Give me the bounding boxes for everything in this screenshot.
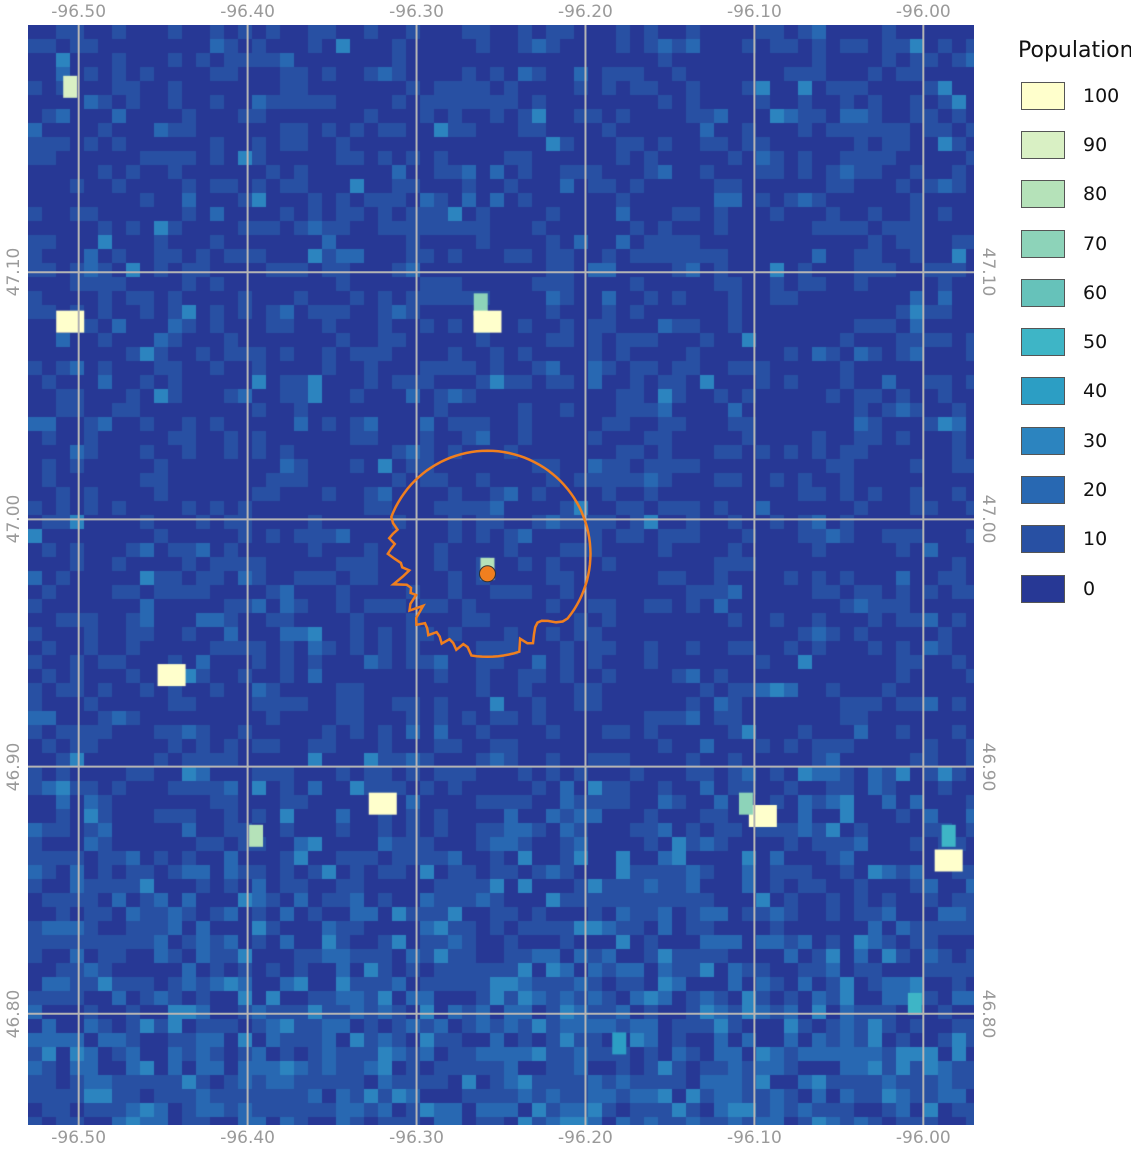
- legend-swatch: [1021, 81, 1065, 110]
- lon-tick-top: -96.30: [389, 2, 444, 22]
- legend-swatch: [1021, 377, 1065, 406]
- legend-item: 100: [1018, 71, 1131, 120]
- lat-tick-right: 47.10: [978, 247, 998, 297]
- legend-item: 20: [1018, 465, 1131, 514]
- legend-label: 50: [1083, 331, 1108, 354]
- legend-label: 0: [1083, 577, 1096, 600]
- lon-tick-bottom: -96.50: [51, 1128, 107, 1148]
- legend-label: 20: [1083, 479, 1108, 502]
- lon-tick-bottom: -96.00: [895, 1128, 951, 1148]
- lon-tick-top: -96.50: [51, 2, 107, 22]
- legend-item: 60: [1018, 268, 1131, 317]
- service-area-boundary: [386, 449, 592, 659]
- legend: Population 100 90 80 70 60 50 40 30 20 10 0: [1018, 38, 1131, 613]
- legend-item: 40: [1018, 367, 1131, 416]
- legend-items: 100 90 80 70 60 50 40 30 20 10 0: [1018, 71, 1131, 613]
- lon-tick-top: -96.10: [726, 2, 782, 22]
- lon-tick-bottom: -96.20: [558, 1128, 613, 1148]
- legend-label: 80: [1083, 183, 1108, 206]
- lon-tick-bottom: -96.40: [220, 1128, 275, 1148]
- lat-tick-right: 46.80: [978, 989, 998, 1039]
- legend-swatch: [1021, 525, 1065, 554]
- legend-title: Population: [1018, 38, 1131, 63]
- legend-swatch: [1021, 229, 1065, 258]
- legend-swatch: [1021, 328, 1065, 357]
- legend-item: 0: [1018, 564, 1131, 613]
- lon-tick-top: -96.20: [558, 2, 613, 22]
- legend-label: 40: [1083, 380, 1108, 403]
- graticule: [28, 25, 974, 1125]
- population-map[interactable]: [28, 25, 974, 1125]
- lat-tick-right: 47.00: [978, 495, 998, 544]
- population-raster: [28, 25, 974, 1125]
- lat-tick-left: 46.80: [4, 989, 24, 1039]
- legend-swatch: [1021, 130, 1065, 159]
- legend-label: 90: [1083, 133, 1108, 156]
- legend-item: 80: [1018, 170, 1131, 219]
- lon-tick-bottom: -96.30: [389, 1128, 444, 1148]
- legend-label: 30: [1083, 429, 1108, 452]
- legend-item: 50: [1018, 317, 1131, 366]
- legend-item: 70: [1018, 219, 1131, 268]
- lon-tick-top: -96.40: [220, 2, 275, 22]
- lat-tick-right: 46.90: [978, 742, 998, 791]
- lon-tick-bottom: -96.10: [726, 1128, 782, 1148]
- legend-swatch: [1021, 426, 1065, 455]
- legend-label: 10: [1083, 528, 1108, 551]
- map-overlay: [28, 25, 974, 1125]
- legend-swatch: [1021, 180, 1065, 209]
- center-point-marker[interactable]: [478, 565, 496, 583]
- legend-item: 10: [1018, 515, 1131, 564]
- legend-item: 30: [1018, 416, 1131, 465]
- lat-tick-left: 47.10: [4, 247, 24, 297]
- lat-tick-left: 47.00: [4, 495, 24, 544]
- legend-swatch: [1021, 278, 1065, 307]
- legend-label: 100: [1083, 84, 1120, 107]
- legend-label: 70: [1083, 232, 1108, 255]
- lon-tick-top: -96.00: [895, 2, 951, 22]
- legend-label: 60: [1083, 281, 1108, 304]
- legend-item: 90: [1018, 120, 1131, 169]
- lat-tick-left: 46.90: [4, 742, 24, 791]
- legend-swatch: [1021, 476, 1065, 505]
- legend-swatch: [1021, 574, 1065, 603]
